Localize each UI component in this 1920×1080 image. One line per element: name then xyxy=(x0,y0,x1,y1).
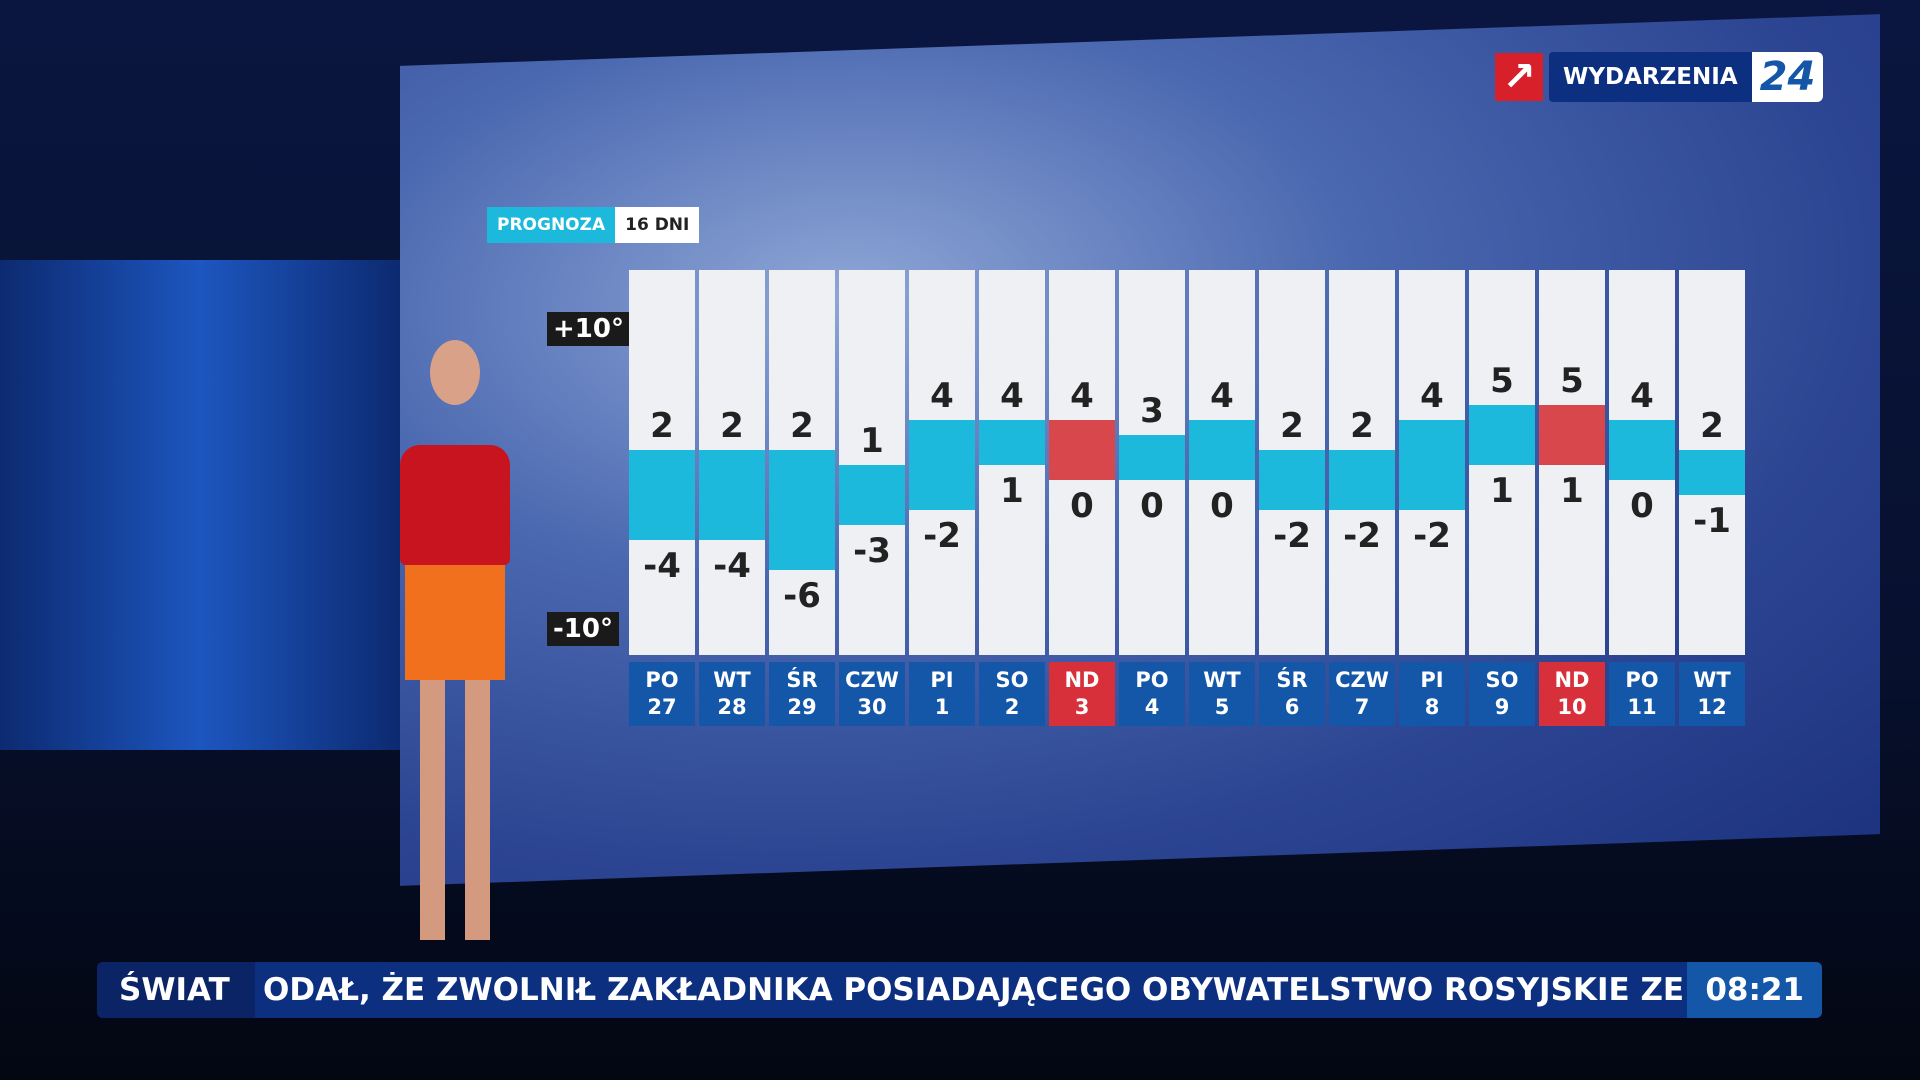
bar xyxy=(1609,420,1675,480)
high-label: 2 xyxy=(720,406,744,446)
high-label: 1 xyxy=(860,421,884,461)
high-label: 4 xyxy=(1000,376,1024,416)
high-label: 5 xyxy=(1560,361,1584,401)
day-label: WT 5 xyxy=(1189,662,1255,726)
low-label: 1 xyxy=(1000,471,1024,511)
high-label: 2 xyxy=(1700,406,1724,446)
forecast-badge: PROGNOZA 16 DNI xyxy=(487,207,700,243)
low-label: 1 xyxy=(1560,471,1584,511)
y-tick-label: +10° xyxy=(547,312,630,346)
high-label: 4 xyxy=(930,376,954,416)
high-label: 4 xyxy=(1420,376,1444,416)
low-label: 1 xyxy=(1490,471,1514,511)
channel-number: 24 xyxy=(1751,52,1824,102)
low-label: -6 xyxy=(783,576,821,616)
day-label: ŚR 29 xyxy=(769,662,835,726)
bar xyxy=(769,450,835,570)
bar xyxy=(909,420,975,510)
channel-logo: ↗ WYDARZENIA 24 xyxy=(1495,52,1824,102)
low-label: 0 xyxy=(1070,486,1094,526)
low-label: -2 xyxy=(1413,516,1451,556)
low-label: 0 xyxy=(1140,486,1164,526)
low-label: -2 xyxy=(1343,516,1381,556)
bar xyxy=(1539,405,1605,465)
low-label: -2 xyxy=(1273,516,1311,556)
bar xyxy=(1259,450,1325,510)
ticker-section: ŚWIAT xyxy=(97,962,255,1018)
column xyxy=(839,270,905,655)
high-label: 5 xyxy=(1490,361,1514,401)
bar xyxy=(1049,420,1115,480)
day-label: PO 11 xyxy=(1609,662,1675,726)
bar xyxy=(979,420,1045,465)
high-label: 4 xyxy=(1070,376,1094,416)
day-label: ND 3 xyxy=(1049,662,1115,726)
ticker-time: 08:21 xyxy=(1687,962,1822,1018)
channel-name: WYDARZENIA xyxy=(1549,52,1752,102)
high-label: 2 xyxy=(1350,406,1374,446)
side-screen xyxy=(0,260,400,750)
bar xyxy=(699,450,765,540)
day-label: WT 12 xyxy=(1679,662,1745,726)
high-label: 2 xyxy=(790,406,814,446)
day-label: PO 4 xyxy=(1119,662,1185,726)
bar xyxy=(1329,450,1395,510)
badge-period: 16 DNI xyxy=(615,207,700,243)
day-label: SO 9 xyxy=(1469,662,1535,726)
day-label: CZW 7 xyxy=(1329,662,1395,726)
bar xyxy=(839,465,905,525)
low-label: -2 xyxy=(923,516,961,556)
bar xyxy=(1399,420,1465,510)
y-tick-label: -10° xyxy=(547,612,619,646)
bar xyxy=(1189,420,1255,480)
high-label: 3 xyxy=(1140,391,1164,431)
bar xyxy=(1679,450,1745,495)
low-label: -1 xyxy=(1693,501,1731,541)
day-label: WT 28 xyxy=(699,662,765,726)
day-label: PI 1 xyxy=(909,662,975,726)
low-label: -4 xyxy=(713,546,751,586)
day-label: SO 2 xyxy=(979,662,1045,726)
day-label: PO 27 xyxy=(629,662,695,726)
low-label: -4 xyxy=(643,546,681,586)
bar xyxy=(1119,435,1185,480)
ticker: ŚWIAT ODAŁ, ŻE ZWOLNIŁ ZAKŁADNIKA POSIAD… xyxy=(97,962,1822,1018)
high-label: 2 xyxy=(1280,406,1304,446)
low-label: 0 xyxy=(1630,486,1654,526)
bar xyxy=(1469,405,1535,465)
badge-label: PROGNOZA xyxy=(487,207,616,243)
ticker-text: ODAŁ, ŻE ZWOLNIŁ ZAKŁADNIKA POSIADAJĄCEG… xyxy=(263,972,1688,1008)
low-label: -3 xyxy=(853,531,891,571)
low-label: 0 xyxy=(1210,486,1234,526)
day-label: PI 8 xyxy=(1399,662,1465,726)
day-label: CZW 30 xyxy=(839,662,905,726)
bar xyxy=(629,450,695,540)
high-label: 2 xyxy=(650,406,674,446)
high-label: 4 xyxy=(1210,376,1234,416)
day-label: ŚR 6 xyxy=(1259,662,1325,726)
presenter xyxy=(400,340,510,960)
day-label: ND 10 xyxy=(1539,662,1605,726)
high-label: 4 xyxy=(1630,376,1654,416)
